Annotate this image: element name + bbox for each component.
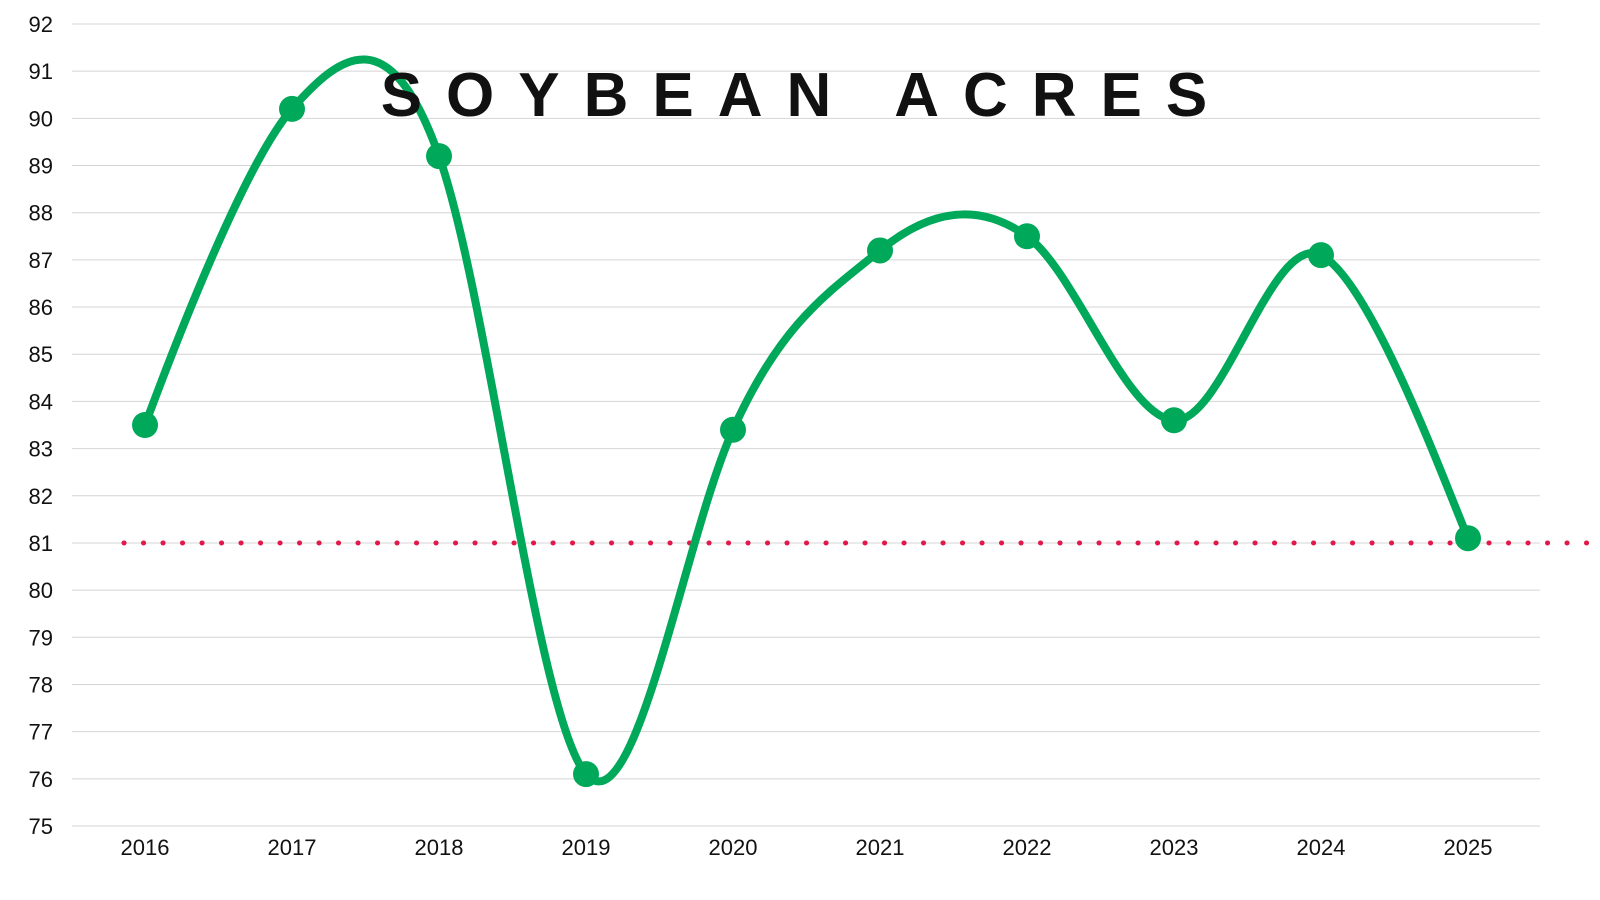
y-tick-label-90: 90 bbox=[29, 106, 53, 131]
y-tick-label-80: 80 bbox=[29, 578, 53, 603]
x-tick-label-2023: 2023 bbox=[1150, 835, 1199, 860]
y-tick-label-87: 87 bbox=[29, 248, 53, 273]
y-tick-label-88: 88 bbox=[29, 201, 53, 226]
data-point-2025 bbox=[1455, 525, 1481, 552]
x-tick-label-2025: 2025 bbox=[1444, 835, 1493, 860]
y-tick-label-89: 89 bbox=[29, 154, 53, 179]
data-point-2024 bbox=[1308, 242, 1334, 269]
y-tick-label-86: 86 bbox=[29, 295, 53, 320]
series-line-0 bbox=[141, 55, 1472, 786]
y-tick-label-91: 91 bbox=[29, 59, 53, 84]
y-tick-label-82: 82 bbox=[29, 484, 53, 509]
y-tick-label-79: 79 bbox=[29, 625, 53, 650]
y-tick-label-76: 76 bbox=[29, 767, 53, 792]
y-tick-label-81: 81 bbox=[29, 531, 53, 556]
y-tick-label-92: 92 bbox=[29, 12, 53, 37]
data-point-2022 bbox=[1014, 223, 1040, 250]
x-tick-label-2020: 2020 bbox=[709, 835, 758, 860]
y-tick-label-77: 77 bbox=[29, 720, 53, 745]
data-point-2020 bbox=[720, 416, 746, 443]
data-point-2021 bbox=[867, 237, 893, 264]
chart-title: SOYBEAN ACRES bbox=[381, 61, 1232, 130]
y-tick-label-85: 85 bbox=[29, 342, 53, 367]
data-point-2019 bbox=[573, 761, 599, 788]
y-tick-label-84: 84 bbox=[29, 389, 53, 414]
y-tick-label-75: 75 bbox=[29, 814, 53, 839]
data-point-2018 bbox=[426, 143, 452, 170]
x-tick-label-2022: 2022 bbox=[1003, 835, 1052, 860]
x-axis-tick-labels: 2016 2017 2018 2019 2020 2021 2022 2023 2024 2025 bbox=[121, 835, 1493, 860]
data-point-2017 bbox=[279, 95, 305, 122]
data-point-2016 bbox=[132, 412, 158, 438]
x-tick-label-2016: 2016 bbox=[121, 835, 170, 860]
x-tick-label-2021: 2021 bbox=[856, 835, 905, 860]
y-axis-tick-labels: 75 76 77 78 79 80 81 82 83 84 85 86 87 88 89 90 91 92 bbox=[29, 12, 53, 839]
series-group bbox=[132, 55, 1481, 788]
y-tick-label-83: 83 bbox=[29, 437, 53, 462]
x-tick-label-2024: 2024 bbox=[1297, 835, 1346, 860]
x-tick-label-2018: 2018 bbox=[415, 835, 464, 860]
x-tick-label-2019: 2019 bbox=[562, 835, 611, 860]
gridlines bbox=[72, 23, 1540, 827]
y-tick-label-78: 78 bbox=[29, 672, 53, 697]
x-tick-label-2017: 2017 bbox=[268, 835, 317, 860]
data-point-2023 bbox=[1161, 407, 1187, 434]
